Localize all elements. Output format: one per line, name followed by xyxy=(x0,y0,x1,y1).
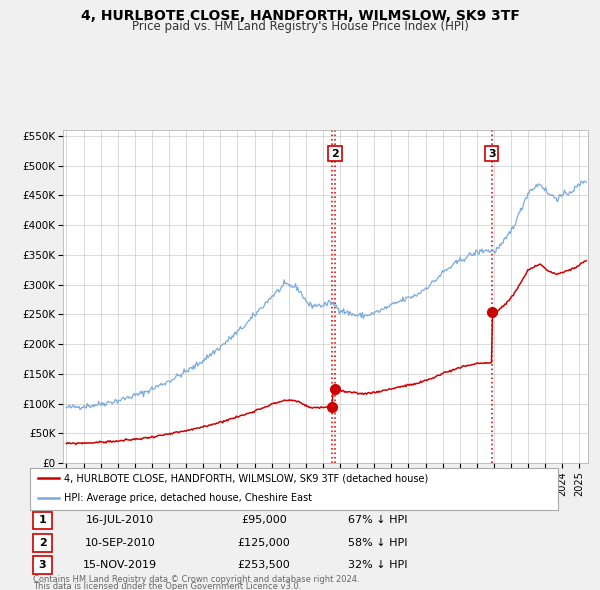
Text: This data is licensed under the Open Government Licence v3.0.: This data is licensed under the Open Gov… xyxy=(33,582,301,590)
Text: Price paid vs. HM Land Registry's House Price Index (HPI): Price paid vs. HM Land Registry's House … xyxy=(131,20,469,33)
Text: Contains HM Land Registry data © Crown copyright and database right 2024.: Contains HM Land Registry data © Crown c… xyxy=(33,575,359,584)
Text: £253,500: £253,500 xyxy=(238,560,290,570)
Text: 4, HURLBOTE CLOSE, HANDFORTH, WILMSLOW, SK9 3TF (detached house): 4, HURLBOTE CLOSE, HANDFORTH, WILMSLOW, … xyxy=(64,474,428,483)
Text: 2: 2 xyxy=(39,538,46,548)
Text: £125,000: £125,000 xyxy=(238,538,290,548)
Text: 3: 3 xyxy=(39,560,46,570)
Text: £95,000: £95,000 xyxy=(241,516,287,525)
Text: 58% ↓ HPI: 58% ↓ HPI xyxy=(348,538,408,548)
Text: 3: 3 xyxy=(488,149,496,159)
Text: HPI: Average price, detached house, Cheshire East: HPI: Average price, detached house, Ches… xyxy=(64,493,313,503)
Text: 16-JUL-2010: 16-JUL-2010 xyxy=(86,516,154,525)
Text: 1: 1 xyxy=(39,516,46,525)
Text: 15-NOV-2019: 15-NOV-2019 xyxy=(83,560,157,570)
Text: 2: 2 xyxy=(331,149,339,159)
Text: 4, HURLBOTE CLOSE, HANDFORTH, WILMSLOW, SK9 3TF: 4, HURLBOTE CLOSE, HANDFORTH, WILMSLOW, … xyxy=(80,9,520,23)
Text: 32% ↓ HPI: 32% ↓ HPI xyxy=(348,560,408,570)
Text: 67% ↓ HPI: 67% ↓ HPI xyxy=(348,516,408,525)
Text: 10-SEP-2010: 10-SEP-2010 xyxy=(85,538,155,548)
